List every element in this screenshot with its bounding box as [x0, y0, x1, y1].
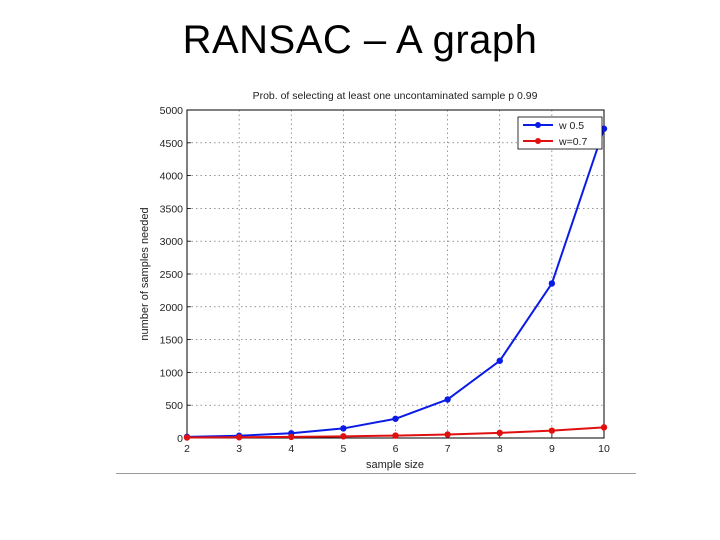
y-tick-label: 0 [177, 433, 183, 445]
legend-box [517, 116, 603, 150]
data-point-series-1 [340, 425, 347, 432]
x-tick-label: 5 [340, 443, 346, 455]
data-point-series-2 [600, 424, 608, 431]
data-point-series-1 [392, 415, 399, 422]
legend: w 0.5 w=0.7 [517, 116, 603, 150]
x-tick-label: 6 [393, 443, 399, 455]
y-tick-labels: 0 500 1000 1500 2000 2500 3000 3500 4000 4500 5000 [160, 105, 191, 445]
x-tick-label: 2 [184, 443, 190, 455]
data-point-series-2 [183, 434, 191, 441]
y-tick-label: 2000 [160, 302, 184, 314]
x-tick-label: 9 [549, 443, 555, 455]
y-tick-label: 4500 [160, 138, 184, 150]
data-point-series-1 [600, 125, 608, 132]
slide-title: RANSAC – A graph [182, 18, 538, 62]
data-point-series-2 [548, 427, 556, 434]
data-point-series-2 [444, 431, 451, 438]
legend-marker-series-1 [535, 122, 541, 128]
data-point-series-1 [496, 357, 503, 364]
y-tick-label: 4000 [160, 171, 184, 183]
y-tick-label: 5000 [160, 105, 184, 117]
y-axis-label: number of samples needed [139, 207, 151, 340]
data-point-series-2 [496, 429, 503, 437]
y-tick-label: 2500 [160, 269, 184, 281]
figure-underline-rule [116, 473, 636, 474]
data-point-series-2 [235, 434, 243, 441]
data-point-series-1 [444, 396, 451, 403]
series-lines [183, 125, 608, 441]
data-point-series-2 [392, 432, 399, 439]
data-point-series-1 [548, 280, 556, 287]
legend-marker-series-2 [535, 138, 541, 144]
series-line-1 [186, 128, 605, 438]
data-point-series-2 [340, 433, 347, 440]
x-tick-label: 4 [288, 443, 294, 455]
y-tick-label: 1500 [160, 335, 184, 347]
x-tick-label: 8 [497, 443, 503, 455]
data-point-series-2 [288, 433, 295, 441]
legend-label-series-2: w=0.7 [558, 136, 587, 148]
y-tick-label: 1000 [160, 367, 184, 379]
x-tick-label: 10 [598, 443, 610, 455]
legend-label-series-1: w 0.5 [558, 120, 584, 132]
x-tick-label: 3 [236, 443, 242, 455]
x-tick-label: 7 [445, 443, 451, 455]
x-axis-label: sample size [366, 459, 424, 471]
y-tick-label: 3500 [160, 203, 184, 215]
chart-title: Prob. of selecting at least one uncontam… [253, 90, 538, 102]
y-tick-label: 3000 [160, 236, 184, 248]
y-tick-label: 500 [165, 400, 183, 412]
grid-lines [187, 110, 604, 438]
